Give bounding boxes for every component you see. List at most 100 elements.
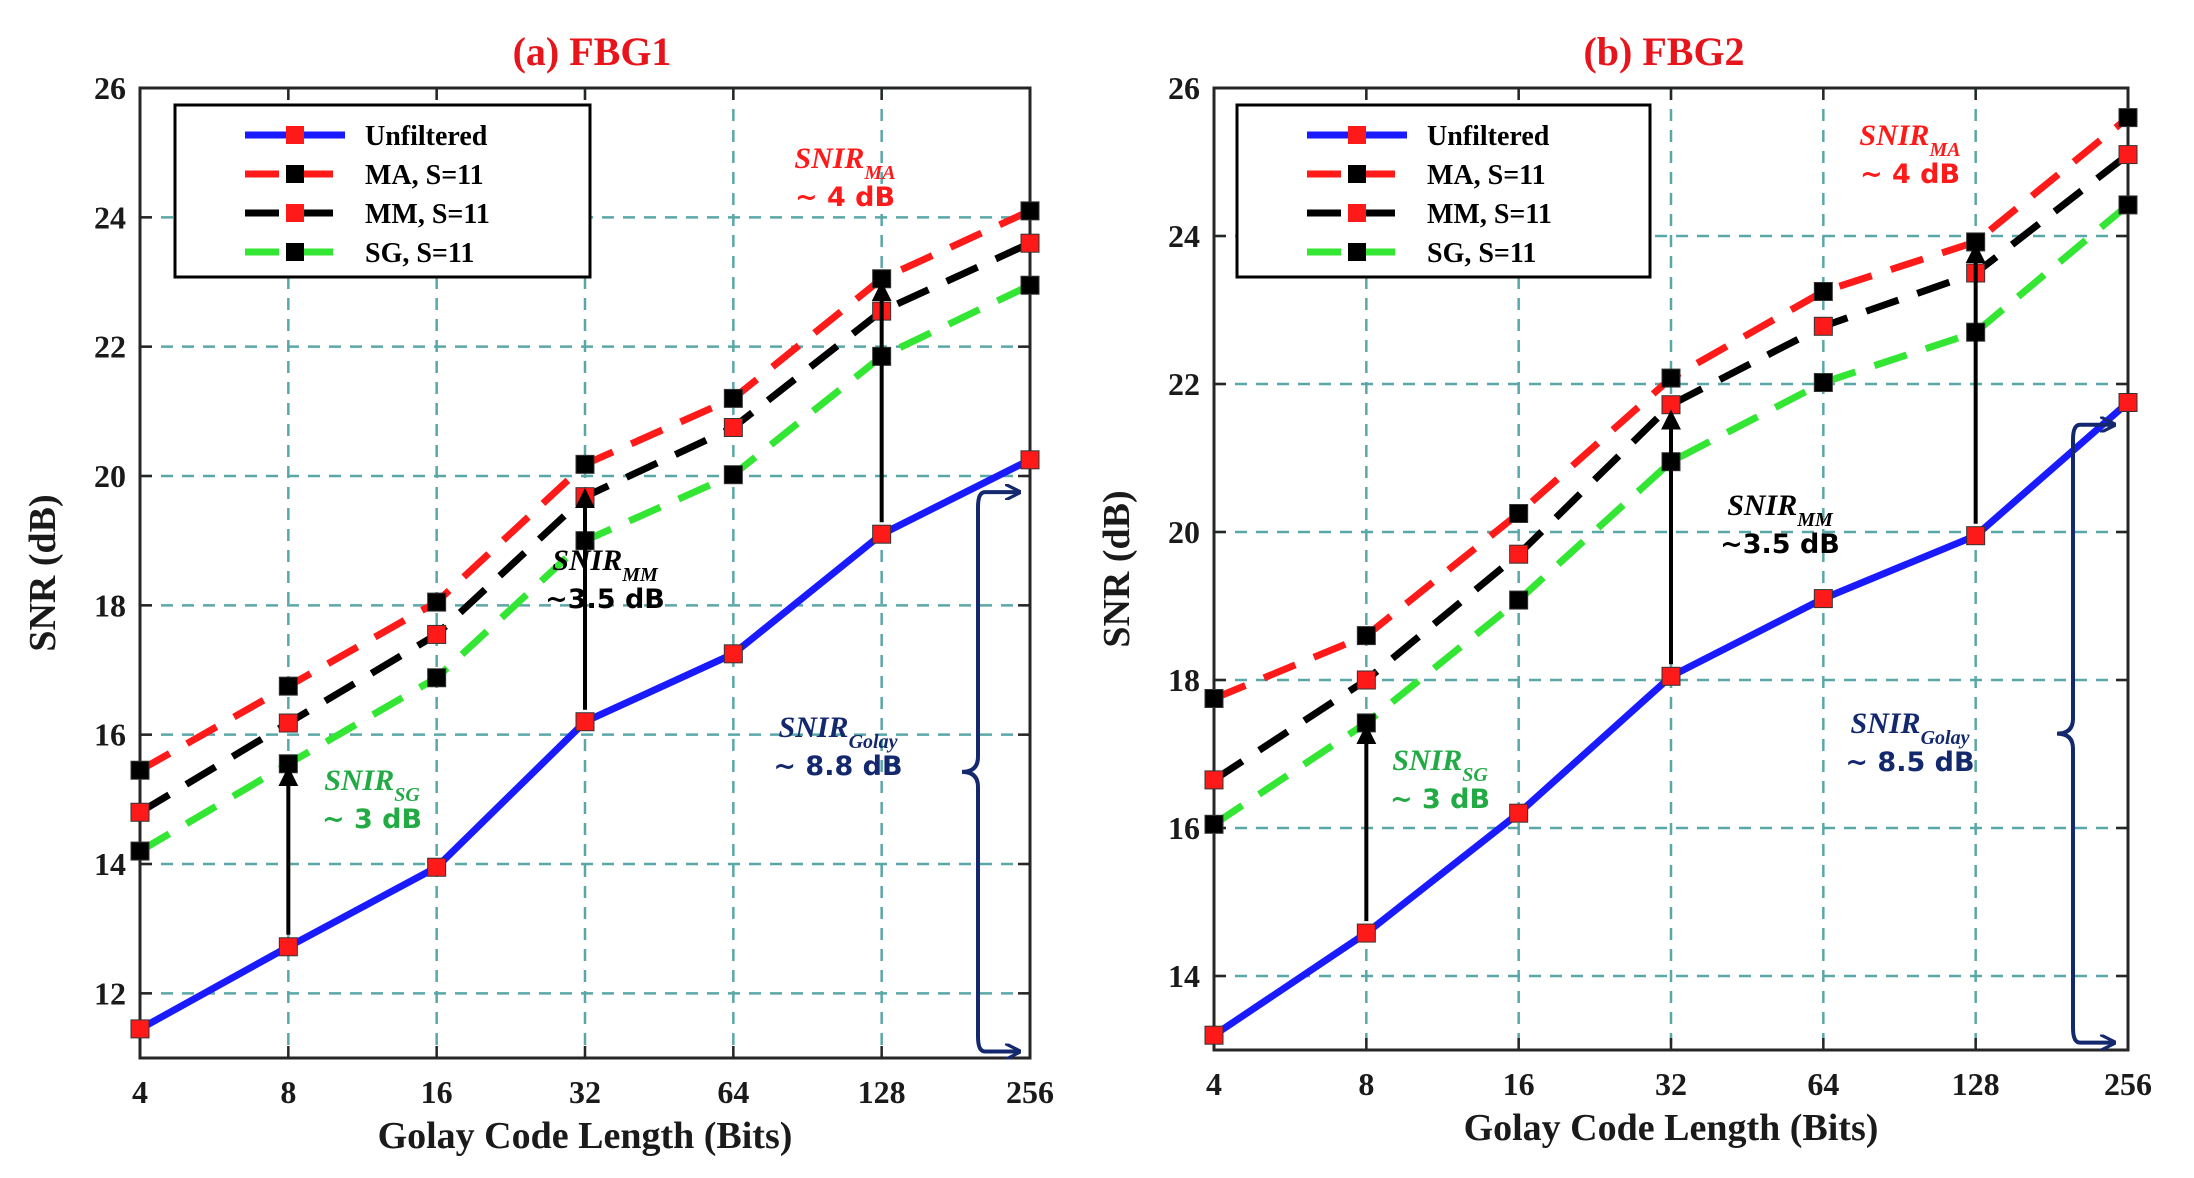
- data-point: [1356, 923, 1376, 943]
- annotation-golay-value: ~ 8.5 dB: [1845, 747, 1974, 778]
- data-point: [1020, 450, 1040, 470]
- data-point: [1020, 275, 1040, 295]
- y-tick-label: 20: [94, 458, 126, 494]
- y-axis-label: SNR (dB): [22, 494, 64, 651]
- data-point: [1966, 526, 1986, 546]
- annotation-ma-label: SNIRMA: [1859, 119, 1960, 161]
- series-ma-s-11: [1204, 108, 2138, 708]
- golay-brace: [2056, 422, 2081, 1045]
- annotation-sg-label: SNIRSG: [324, 764, 420, 806]
- y-tick-label: 24: [1168, 218, 1200, 254]
- data-point: [427, 668, 447, 688]
- data-point: [2118, 195, 2138, 215]
- x-tick-label: 32: [1655, 1066, 1687, 1102]
- x-tick-label: 256: [2104, 1066, 2152, 1102]
- x-axis-label: Golay Code Length (Bits): [1464, 1107, 1879, 1149]
- panel-fbg1: (a) FBG1 4 8 16 32 64 128 256 12 14 16 18 20 22 24 26 Go…: [22, 29, 1054, 1157]
- y-tick-label: 20: [1168, 514, 1200, 550]
- data-point: [1813, 589, 1833, 609]
- panel-title: (a) FBG1: [513, 29, 672, 74]
- data-point: [1813, 373, 1833, 393]
- series-unfiltered: [1204, 393, 2138, 1045]
- annotation-name: SNIR: [1727, 489, 1797, 522]
- data-point: [1813, 316, 1833, 336]
- legend-marker: [1348, 204, 1366, 222]
- x-axis-label: Golay Code Length (Bits): [378, 1115, 793, 1157]
- x-tick-label: 128: [1952, 1066, 2000, 1102]
- legend-label: MM, S=11: [365, 199, 490, 230]
- y-tick-label: 26: [94, 70, 126, 106]
- annotation-mm-value: ~3.5 dB: [545, 584, 665, 615]
- annotation-golay-value: ~ 8.8 dB: [773, 751, 902, 782]
- legend-label: SG, S=11: [365, 238, 474, 269]
- data-point: [278, 713, 298, 733]
- data-point: [723, 644, 743, 664]
- y-tick-label: 22: [1168, 366, 1200, 402]
- legend-label: Unfiltered: [365, 121, 488, 152]
- annotation-ma-label: SNIRMA: [794, 142, 895, 184]
- annotation-name: SNIR: [779, 711, 849, 744]
- annotation-subscript: Golay: [1921, 727, 1970, 749]
- annotation-sg-value: ~ 3 dB: [1390, 784, 1490, 815]
- legend-label: MA, S=11: [1427, 160, 1546, 191]
- data-point: [1204, 689, 1224, 708]
- legend-box: [1235, 103, 1652, 279]
- data-point: [427, 624, 447, 644]
- x-tick-label: 8: [1358, 1066, 1374, 1102]
- series-unfiltered: [130, 450, 1040, 1039]
- y-tick-label: 16: [1168, 810, 1200, 846]
- legend: Unfiltered MA, S=11 MM, S=11 SG, S=11: [173, 103, 592, 279]
- annotation-mm-value: ~3.5 dB: [1720, 529, 1840, 560]
- annotation-ma-value: ~ 4 dB: [795, 182, 895, 213]
- data-point: [278, 754, 298, 774]
- data-point: [130, 802, 150, 822]
- data-point: [2118, 393, 2138, 412]
- y-tick-label: 18: [94, 587, 126, 623]
- legend-marker: [1348, 243, 1366, 261]
- data-point: [1509, 803, 1529, 823]
- data-point: [575, 454, 595, 474]
- x-tick-label: 128: [858, 1074, 906, 1110]
- y-tick-label: 16: [94, 717, 126, 753]
- legend-label: Unfiltered: [1427, 121, 1550, 152]
- y-tick-label: 22: [94, 329, 126, 365]
- data-point: [1356, 670, 1376, 690]
- data-point: [1020, 201, 1040, 221]
- data-point: [1661, 666, 1681, 686]
- panel-fbg2: (b) FBG2 4 8 16 32 64 128 256 14 16 18 20 22 24 26 Gola…: [1096, 29, 2152, 1149]
- legend-label: MM, S=11: [1427, 199, 1552, 230]
- annotation-subscript: MA: [1928, 139, 1960, 161]
- x-tick-label: 4: [1206, 1066, 1222, 1102]
- legend-box: [173, 103, 592, 279]
- annotation-name: SNIR: [794, 142, 864, 175]
- data-point: [1509, 504, 1529, 523]
- annotation-mm-label: SNIRMM: [552, 544, 659, 586]
- x-tick-label: 16: [1503, 1066, 1535, 1102]
- data-point: [278, 676, 298, 696]
- data-point: [1661, 395, 1681, 415]
- legend-marker: [286, 126, 304, 144]
- annotation-subscript: MM: [621, 564, 659, 586]
- data-point: [1204, 1025, 1224, 1045]
- data-point: [427, 592, 447, 612]
- legend-marker: [1348, 165, 1366, 183]
- legend-marker: [286, 204, 304, 222]
- annotation-sg-value: ~ 3 dB: [322, 804, 422, 835]
- x-tick-label: 64: [717, 1074, 749, 1110]
- annotation-sg-label: SNIRSG: [1392, 744, 1488, 786]
- legend-label: SG, S=11: [1427, 238, 1536, 269]
- legend-label: MA, S=11: [365, 160, 484, 191]
- data-point: [575, 712, 595, 732]
- x-tick-label: 256: [1006, 1074, 1054, 1110]
- golay-brace: [961, 490, 986, 1054]
- y-tick-label: 18: [1168, 662, 1200, 698]
- data-point: [1204, 814, 1224, 834]
- x-tick-label: 64: [1807, 1066, 1839, 1102]
- y-axis-label: SNR (dB): [1096, 490, 1138, 647]
- annotation-subscript: MM: [1796, 509, 1834, 531]
- x-tick-label: 8: [280, 1074, 296, 1110]
- data-point: [130, 841, 150, 861]
- data-point: [2118, 108, 2138, 128]
- data-point: [723, 418, 743, 437]
